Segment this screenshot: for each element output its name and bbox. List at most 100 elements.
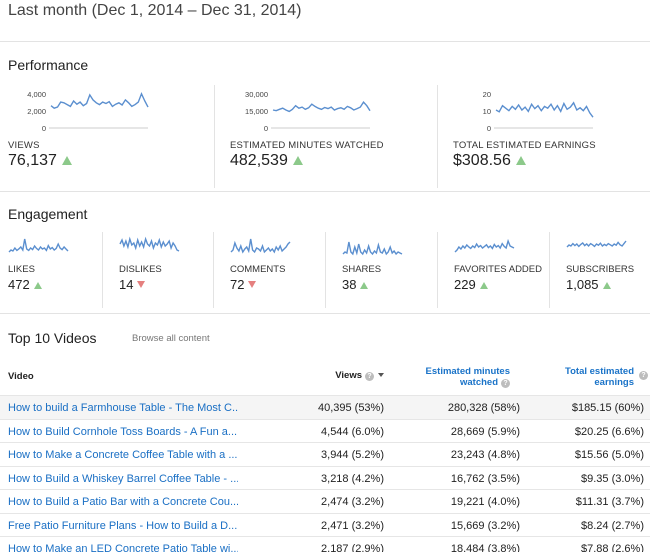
video-title-link[interactable]: How to Build a Whiskey Barrel Coffee Tab… bbox=[8, 472, 238, 485]
subscribers-label: SUBSCRIBERS bbox=[566, 264, 635, 275]
minutes-cell: 280,328 (58%) bbox=[447, 402, 520, 414]
views-cell: 40,395 (53%) bbox=[317, 402, 384, 414]
sparkline-path bbox=[495, 101, 594, 118]
favorites-card[interactable]: FAVORITES ADDED 229 bbox=[454, 236, 549, 306]
dislikes-sparkline bbox=[119, 236, 180, 252]
earnings-label: TOTAL ESTIMATED EARNINGS bbox=[453, 140, 596, 151]
sparkline-path bbox=[119, 236, 180, 252]
minutes-cell: 16,762 (3.5%) bbox=[450, 472, 520, 485]
axis-tick-label: 0 bbox=[264, 124, 268, 133]
table-row[interactable]: How to Make an LED Concrete Patio Table … bbox=[0, 536, 650, 552]
minutes-cell: 15,669 (3.2%) bbox=[450, 519, 520, 532]
earnings-cell: $20.25 (6.6%) bbox=[574, 425, 644, 438]
up-arrow-icon bbox=[292, 156, 303, 165]
help-icon[interactable]: ? bbox=[365, 372, 374, 381]
video-title-link[interactable]: How to Build a Patio Bar with a Concrete… bbox=[8, 496, 238, 508]
likes-sparkline bbox=[8, 238, 69, 253]
views-value: 76,137 bbox=[8, 152, 72, 170]
views-sparkline: 4,000 2,000 0 bbox=[27, 90, 149, 133]
table-row[interactable]: How to Build Cornhole Toss Boards - A Fu… bbox=[0, 418, 650, 443]
help-icon[interactable]: ? bbox=[639, 371, 648, 380]
up-arrow-icon bbox=[33, 282, 42, 289]
table-row[interactable]: How to Make a Concrete Coffee Table with… bbox=[0, 442, 650, 466]
earnings-cell: $8.24 (2.7%) bbox=[581, 519, 644, 532]
up-arrow-icon bbox=[479, 282, 488, 289]
subscribers-card[interactable]: SUBSCRIBERS 1,085 bbox=[566, 236, 646, 306]
table-row[interactable]: How to Build a Patio Bar with a Concrete… bbox=[0, 489, 650, 513]
views-cell: 3,944 (5.2%) bbox=[321, 449, 384, 461]
date-range-title[interactable]: Last month (Dec 1, 2014 – Dec 31, 2014) bbox=[8, 2, 302, 19]
axis-tick-label: 15,000 bbox=[245, 107, 268, 116]
likes-label: LIKES bbox=[8, 264, 35, 275]
table-row[interactable]: How to build a Farmhouse Table - The Mos… bbox=[0, 395, 650, 419]
video-title-link[interactable]: Free Patio Furniture Plans - How to Buil… bbox=[8, 519, 238, 532]
axis-tick-label: 0 bbox=[487, 124, 491, 133]
dislikes-label: DISLIKES bbox=[119, 264, 162, 275]
earnings-value: $308.56 bbox=[453, 152, 526, 170]
minutes-column-header[interactable]: Estimated minutes watched? bbox=[425, 366, 510, 388]
dislikes-card[interactable]: DISLIKES 14 bbox=[119, 236, 214, 306]
views-cell: 2,474 (3.2%) bbox=[321, 496, 384, 508]
video-title-link[interactable]: How to Make an LED Concrete Patio Table … bbox=[8, 543, 238, 552]
sparkline-path bbox=[272, 100, 371, 113]
earnings-cell: $185.15 (60%) bbox=[571, 402, 644, 414]
video-column-header: Video bbox=[8, 371, 34, 382]
favorites-sparkline bbox=[454, 238, 515, 253]
earnings-column-header[interactable]: Total estimated earnings bbox=[565, 366, 634, 388]
top-videos-title: Top 10 Videos bbox=[8, 330, 97, 346]
earnings-cell: $15.56 (5.0%) bbox=[574, 449, 644, 461]
up-arrow-icon bbox=[515, 156, 526, 165]
minutes-label: ESTIMATED MINUTES WATCHED bbox=[230, 140, 384, 151]
shares-card[interactable]: SHARES 38 bbox=[342, 236, 437, 306]
table-row[interactable]: Free Patio Furniture Plans - How to Buil… bbox=[0, 512, 650, 537]
divider bbox=[0, 41, 650, 42]
earnings-card[interactable]: 20 10 0 TOTAL ESTIMATED EARNINGS $308.56 bbox=[453, 86, 643, 186]
views-label: VIEWS bbox=[8, 140, 40, 151]
divider bbox=[214, 85, 215, 188]
axis-tick-label: 10 bbox=[483, 107, 491, 116]
axis-tick-label: 20 bbox=[483, 90, 491, 99]
sparkline-path bbox=[230, 238, 291, 254]
minutes-watched-card[interactable]: 30,000 15,000 0 ESTIMATED MINUTES WATCHED … bbox=[230, 86, 430, 186]
views-column-header[interactable]: Views? bbox=[335, 370, 384, 381]
minutes-cell: 18,484 (3.8%) bbox=[450, 543, 520, 552]
comments-label: COMMENTS bbox=[230, 264, 286, 275]
subscribers-value: 1,085 bbox=[566, 277, 611, 292]
comments-value: 72 bbox=[230, 277, 257, 292]
shares-sparkline bbox=[342, 241, 403, 256]
divider bbox=[325, 232, 326, 308]
divider bbox=[437, 85, 438, 188]
minutes-cell: 23,243 (4.8%) bbox=[450, 449, 520, 461]
favorites-label: FAVORITES ADDED bbox=[454, 264, 542, 275]
minutes-value: 482,539 bbox=[230, 152, 303, 170]
earnings-sparkline: 20 10 0 bbox=[483, 90, 594, 133]
up-arrow-icon bbox=[602, 282, 611, 289]
help-icon[interactable]: ? bbox=[501, 379, 510, 388]
video-title-link[interactable]: How to build a Farmhouse Table - The Mos… bbox=[8, 402, 238, 414]
axis-tick-label: 0 bbox=[42, 124, 46, 133]
engagement-title: Engagement bbox=[8, 206, 88, 222]
comments-card[interactable]: COMMENTS 72 bbox=[230, 236, 325, 306]
down-arrow-icon bbox=[248, 281, 257, 288]
up-arrow-icon bbox=[61, 156, 72, 165]
views-card[interactable]: 4,000 2,000 0 VIEWS 76,137 bbox=[8, 86, 208, 186]
earnings-cell: $9.35 (3.0%) bbox=[581, 472, 644, 485]
browse-all-content-link[interactable]: Browse all content bbox=[132, 333, 210, 344]
divider bbox=[0, 191, 650, 192]
video-title-link[interactable]: How to Build Cornhole Toss Boards - A Fu… bbox=[8, 425, 238, 438]
sparkline-path bbox=[8, 238, 69, 253]
video-title-link[interactable]: How to Make a Concrete Coffee Table with… bbox=[8, 449, 238, 461]
earnings-cell: $11.31 (3.7%) bbox=[575, 496, 644, 508]
sparkline-path bbox=[566, 240, 627, 248]
likes-card[interactable]: LIKES 472 bbox=[8, 236, 103, 306]
down-arrow-icon bbox=[137, 281, 146, 288]
shares-label: SHARES bbox=[342, 264, 382, 275]
table-row[interactable]: How to Build a Whiskey Barrel Coffee Tab… bbox=[0, 465, 650, 490]
subscribers-sparkline bbox=[566, 240, 627, 248]
axis-tick-label: 4,000 bbox=[27, 90, 46, 99]
dislikes-value: 14 bbox=[119, 277, 146, 292]
views-cell: 2,187 (2.9%) bbox=[321, 543, 384, 552]
views-cell: 4,544 (6.0%) bbox=[321, 425, 384, 438]
favorites-value: 229 bbox=[454, 277, 488, 292]
performance-title: Performance bbox=[8, 57, 89, 73]
